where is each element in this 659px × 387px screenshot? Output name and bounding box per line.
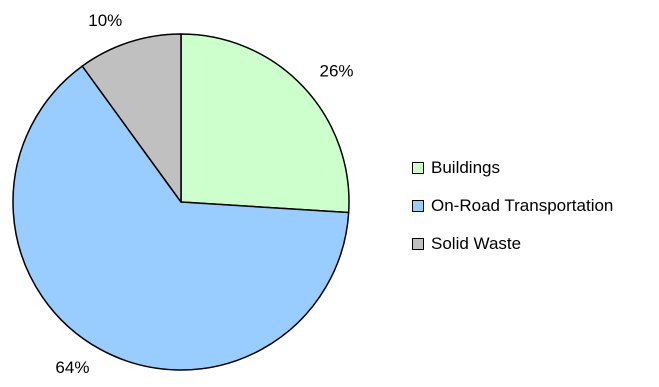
pie-slice-on-road-transportation (12, 65, 350, 371)
pie-slice-buildings (180, 33, 350, 214)
legend-label-solid-waste: Solid Waste (431, 233, 522, 253)
data-label-buildings: 26% (320, 61, 354, 80)
legend-label-buildings: Buildings (431, 157, 500, 177)
data-label-on-road-transportation: 64% (55, 358, 89, 377)
legend-item-on-road-transportation: On-Road Transportation (412, 194, 613, 217)
legend-item-solid-waste: Solid Waste (412, 232, 613, 255)
legend-swatch-solid-waste (412, 237, 424, 250)
legend-swatch-on-road-transportation (412, 199, 424, 212)
data-label-solid-waste: 10% (88, 11, 122, 30)
legend-swatch-buildings (412, 161, 424, 174)
legend: Buildings On-Road Transportation Solid W… (412, 156, 613, 270)
pie-slice-solid-waste (81, 33, 182, 203)
legend-label-on-road-transportation: On-Road Transportation (431, 195, 614, 215)
legend-item-buildings: Buildings (412, 156, 613, 179)
